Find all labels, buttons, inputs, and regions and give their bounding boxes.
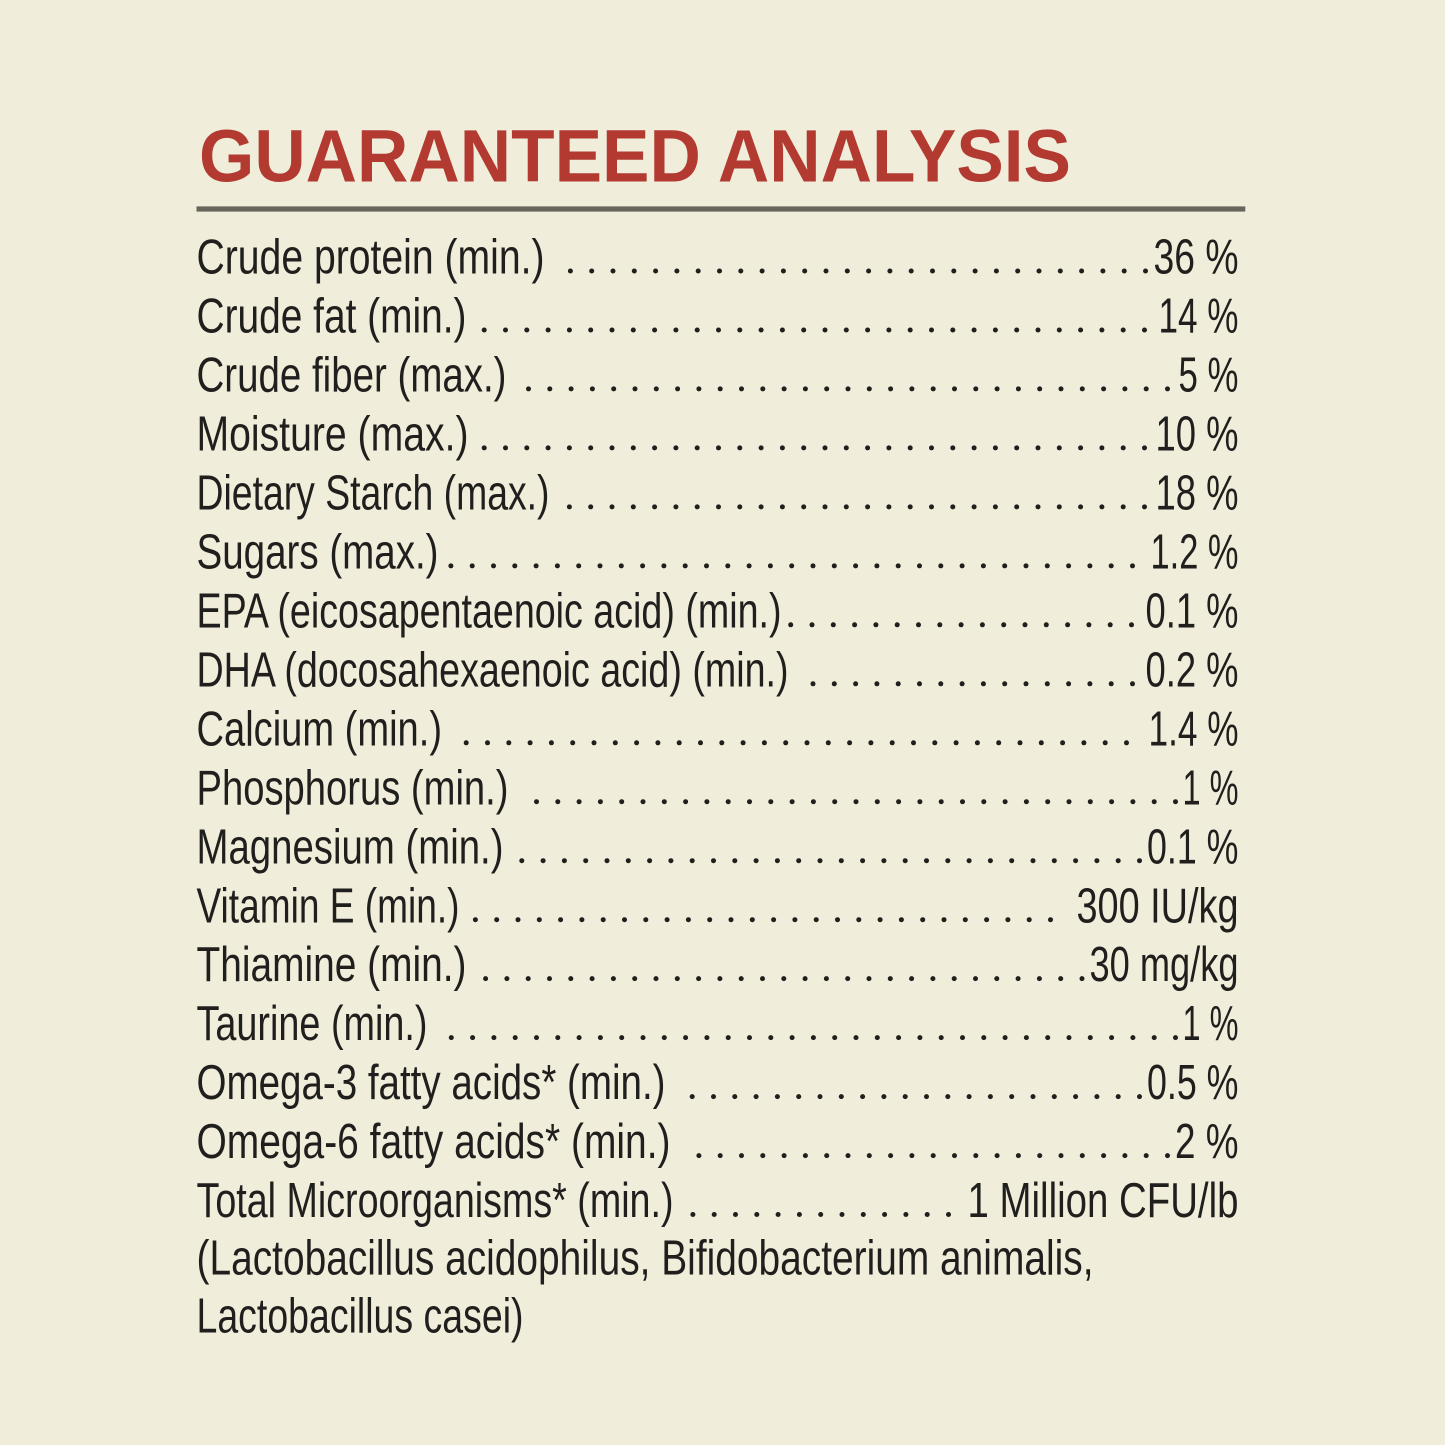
svg-text:(Lactobacillus acidophilus, Bi: (Lactobacillus acidophilus, Bifidobacter… xyxy=(197,1232,1094,1286)
svg-text:5 %: 5 % xyxy=(1179,349,1239,403)
svg-text:1.4 %: 1.4 % xyxy=(1149,702,1239,756)
svg-text:1 Million CFU/lb: 1 Million CFU/lb xyxy=(968,1174,1239,1228)
svg-text:EPA (eicosapentaenoic acid) (m: EPA (eicosapentaenoic acid) (min.) xyxy=(197,584,782,638)
svg-text:Magnesium (min.): Magnesium (min.) xyxy=(197,820,504,874)
svg-text:Phosphorus (min.): Phosphorus (min.) xyxy=(197,761,509,815)
svg-text:Crude protein (min.): Crude protein (min.) xyxy=(197,231,545,285)
svg-text:Lactobacillus casei): Lactobacillus casei) xyxy=(197,1290,524,1344)
svg-text:2 %: 2 % xyxy=(1175,1115,1239,1169)
svg-text:Crude fat (min.): Crude fat (min.) xyxy=(197,290,467,344)
svg-text:Omega-6 fatty acids* (min.): Omega-6 fatty acids* (min.) xyxy=(197,1115,671,1169)
svg-text:Crude fiber (max.): Crude fiber (max.) xyxy=(197,349,507,403)
svg-text:10 %: 10 % xyxy=(1156,408,1239,462)
svg-text:1 %: 1 % xyxy=(1183,761,1239,815)
svg-text:18 %: 18 % xyxy=(1156,467,1239,521)
svg-text:0.5 %: 0.5 % xyxy=(1147,1056,1239,1110)
svg-text:Thiamine (min.): Thiamine (min.) xyxy=(197,938,467,992)
svg-text:DHA (docosahexaenoic acid) (mi: DHA (docosahexaenoic acid) (min.) xyxy=(197,643,789,697)
svg-text:Vitamin E (min.): Vitamin E (min.) xyxy=(197,879,460,933)
svg-text:Omega-3 fatty acids* (min.): Omega-3 fatty acids* (min.) xyxy=(197,1056,666,1110)
svg-text:Total Microorganisms* (min.): Total Microorganisms* (min.) xyxy=(197,1174,674,1228)
svg-text:Sugars (max.): Sugars (max.) xyxy=(197,526,439,580)
svg-text:Calcium (min.): Calcium (min.) xyxy=(197,702,443,756)
svg-text:Moisture (max.): Moisture (max.) xyxy=(197,408,469,462)
svg-text:Taurine (min.): Taurine (min.) xyxy=(197,997,428,1051)
svg-text:0.2 %: 0.2 % xyxy=(1146,643,1239,697)
svg-text:300 IU/kg: 300 IU/kg xyxy=(1077,879,1239,933)
svg-text:1 %: 1 % xyxy=(1183,997,1239,1051)
svg-text:0.1 %: 0.1 % xyxy=(1146,584,1239,638)
svg-text:0.1 %: 0.1 % xyxy=(1147,820,1239,874)
svg-text:36 %: 36 % xyxy=(1154,231,1239,285)
svg-text:30 mg/kg: 30 mg/kg xyxy=(1090,938,1239,992)
svg-text:GUARANTEED ANALYSIS: GUARANTEED ANALYSIS xyxy=(199,115,1071,198)
svg-text:14 %: 14 % xyxy=(1159,290,1239,344)
svg-text:1.2 %: 1.2 % xyxy=(1151,526,1239,580)
svg-text:Dietary Starch (max.): Dietary Starch (max.) xyxy=(197,467,550,521)
